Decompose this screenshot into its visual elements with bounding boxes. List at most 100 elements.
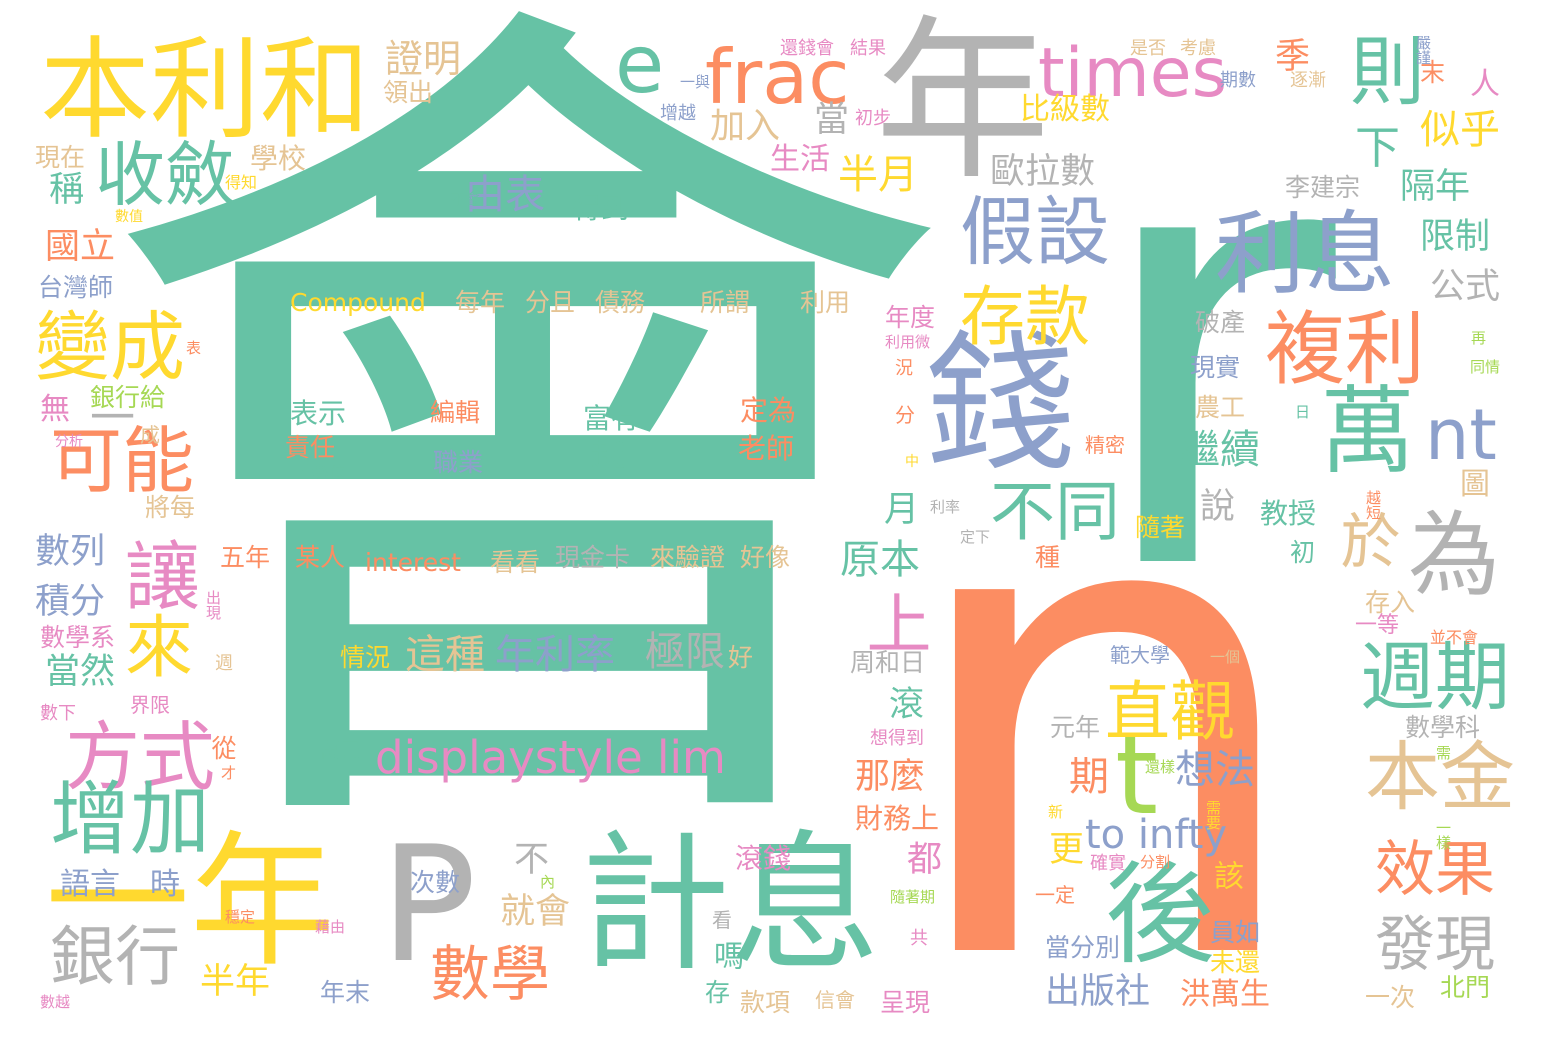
- word-135: 財務上: [855, 802, 940, 835]
- word-53: 初步: [855, 108, 891, 129]
- word-187: 隨著期: [890, 888, 936, 906]
- word-145: 並不會: [1430, 628, 1479, 647]
- word-173: 種: [1035, 543, 1061, 572]
- word-177: 定下: [960, 528, 991, 546]
- word-28: 可能: [50, 419, 195, 503]
- word-190: 中: [905, 454, 919, 470]
- word-39: 半月: [838, 152, 918, 198]
- word-nt: nt: [1425, 394, 1497, 476]
- word-0: 會: [95, 0, 955, 940]
- word-times: times: [1038, 34, 1228, 113]
- word-86: 定為: [740, 394, 797, 427]
- word-152: 還錢會: [780, 38, 834, 59]
- word-121: 不: [508, 840, 548, 875]
- word-56: 得知: [225, 173, 258, 192]
- word-51: 領出: [383, 78, 434, 107]
- word-40: 加入: [710, 107, 781, 147]
- word-52: 生活: [770, 142, 830, 177]
- word-155: 期數: [1220, 70, 1256, 91]
- word-186: 藉由: [315, 918, 346, 936]
- word-160: 人: [1470, 67, 1500, 102]
- word-64: 債務: [595, 288, 646, 317]
- word-66: 利用: [800, 288, 851, 317]
- word-100: 來驗證: [650, 543, 726, 572]
- word-4: 本利和: [40, 26, 370, 154]
- word-137: 洪萬生: [1180, 977, 1270, 1012]
- word-41: 當: [808, 100, 848, 135]
- word-e: e: [615, 18, 665, 111]
- word-92: 成: [140, 423, 160, 447]
- word-15: 萬: [1320, 377, 1416, 487]
- word-93: 數列: [35, 532, 106, 572]
- word-157: 逐漸: [1290, 70, 1326, 91]
- word-116: 期: [1062, 755, 1108, 795]
- word-130: 看: [712, 908, 732, 932]
- word-175: 隨著: [1135, 513, 1186, 542]
- word-132: 信會: [815, 988, 855, 1012]
- word-42: 下: [1355, 121, 1401, 174]
- word-181: 當分別: [1045, 933, 1121, 962]
- word-185: 穩定: [225, 908, 256, 926]
- word-19: 後: [1105, 851, 1215, 979]
- word-frac: frac: [705, 33, 850, 121]
- word-45: 隔年: [1400, 167, 1471, 207]
- word-81: 責任: [285, 433, 336, 462]
- word-80: 編輯: [430, 398, 481, 427]
- word-123: 時: [150, 867, 180, 902]
- word-displaystyle-lim: displaystyle lim: [375, 731, 726, 784]
- word-178: 確實: [1090, 853, 1126, 874]
- word-75: 初: [1290, 538, 1316, 567]
- word-43: 季: [1275, 37, 1311, 77]
- word-74: 教授: [1260, 497, 1317, 530]
- word-31: 方式: [65, 713, 216, 801]
- word-167: 週: [215, 653, 233, 674]
- word-106: 情況: [340, 643, 391, 672]
- word-72: 說: [1200, 487, 1236, 527]
- word-5: 錢: [925, 318, 1076, 492]
- word-82: 職業: [433, 448, 484, 477]
- word-136: 出版社: [1045, 972, 1151, 1012]
- word-62: 每年: [455, 288, 506, 317]
- word-101: 好像: [740, 543, 791, 572]
- word-44: 似乎: [1420, 107, 1500, 153]
- word-compound: Compound: [290, 288, 426, 317]
- word-170: 況: [895, 358, 913, 379]
- word-143: 存入: [1365, 588, 1416, 617]
- word-37: 不同: [990, 475, 1121, 550]
- word-113: 萬元: [320, 738, 360, 762]
- word-109: 極限: [645, 629, 725, 675]
- word-194: 需: [1434, 745, 1452, 760]
- word-124: 半年: [200, 962, 271, 1002]
- word-88: 無: [40, 392, 70, 427]
- word-191: 再: [1469, 330, 1487, 345]
- word-r: r: [1085, 0, 1336, 705]
- word-147: 員如: [1210, 918, 1261, 947]
- word-182: 新: [1048, 803, 1064, 821]
- word-125: 年末: [320, 978, 371, 1007]
- word-36: 直觀: [1105, 675, 1236, 750]
- word-46: 限制: [1420, 217, 1491, 257]
- word-133: 存: [705, 978, 731, 1007]
- word-83: 小數位: [300, 463, 346, 481]
- word-166: 才: [219, 765, 237, 780]
- word-20: 週期: [1360, 633, 1511, 721]
- word-192: 同情: [1470, 358, 1501, 376]
- word-6: 計息: [580, 818, 881, 992]
- word-161: 將每: [145, 493, 196, 522]
- word-23: 發現: [1375, 910, 1495, 980]
- word-198: 一個: [1210, 648, 1241, 666]
- word-90: 銀行給: [90, 383, 166, 412]
- word-99: 現金卡: [555, 543, 631, 572]
- word-126: 次數: [410, 868, 461, 897]
- word-54: 學校: [250, 142, 307, 175]
- word-interest: interest: [365, 548, 461, 577]
- word-71: 繼續: [1180, 427, 1260, 473]
- word-33: 銀行: [50, 920, 181, 995]
- word-168: 想得到: [870, 728, 924, 749]
- word-107: 這種: [405, 632, 485, 678]
- word-50: 證明: [385, 37, 462, 81]
- word-94: 積分: [35, 582, 106, 622]
- word-73: 圖: [1460, 467, 1490, 502]
- word-27: 變成: [35, 303, 186, 391]
